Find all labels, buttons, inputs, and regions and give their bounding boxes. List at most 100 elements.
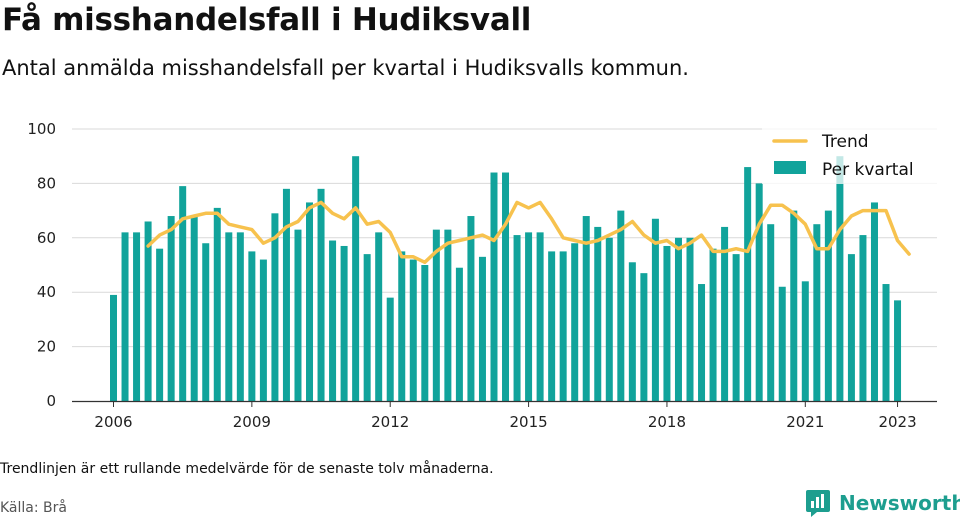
bar bbox=[559, 251, 567, 401]
bar bbox=[605, 237, 613, 401]
bar bbox=[894, 300, 902, 401]
bar bbox=[236, 232, 244, 401]
bar bbox=[110, 294, 117, 401]
x-tick-label: 2015 bbox=[509, 413, 547, 431]
bar bbox=[801, 281, 809, 401]
chart-subtitle: Antal anmälda misshandelsfall per kvarta… bbox=[2, 56, 689, 80]
bar bbox=[478, 256, 486, 401]
x-tick-label: 2006 bbox=[94, 413, 132, 431]
bar bbox=[156, 248, 164, 401]
bar bbox=[306, 202, 314, 401]
bar bbox=[490, 172, 498, 401]
legend-bar-label: Per kvartal bbox=[822, 160, 914, 180]
bar bbox=[744, 167, 752, 401]
trend-line bbox=[146, 200, 911, 265]
bar bbox=[352, 156, 360, 401]
bar bbox=[329, 240, 337, 401]
bar bbox=[248, 251, 256, 401]
bar bbox=[571, 243, 579, 401]
bar bbox=[340, 245, 348, 401]
bar bbox=[294, 229, 302, 401]
bar bbox=[375, 232, 383, 401]
bar bbox=[432, 229, 440, 401]
bar bbox=[513, 235, 521, 401]
bar bbox=[536, 232, 544, 401]
bar bbox=[709, 248, 717, 401]
bar bbox=[732, 254, 740, 401]
bar bbox=[594, 226, 602, 401]
x-axis-ticks: 2006 2009 2012 2015 2018 2021 2023 bbox=[94, 401, 917, 431]
bar bbox=[755, 183, 763, 401]
x-tick-label: 2018 bbox=[648, 413, 686, 431]
bar bbox=[651, 218, 659, 401]
bar bbox=[582, 216, 590, 401]
bar bbox=[548, 251, 556, 401]
bar bbox=[698, 284, 706, 401]
y-tick-label: 20 bbox=[37, 338, 56, 356]
bar bbox=[282, 188, 290, 401]
brand-name: Newsworthy bbox=[839, 491, 960, 515]
bar bbox=[767, 224, 775, 401]
footnote: Trendlinjen är ett rullande medelvärde f… bbox=[0, 461, 494, 477]
x-tick-label: 2012 bbox=[371, 413, 409, 431]
bar bbox=[686, 237, 694, 401]
bar bbox=[444, 229, 452, 401]
legend-trend-label: Trend bbox=[821, 132, 869, 152]
x-tick-label: 2021 bbox=[786, 413, 824, 431]
bar bbox=[259, 259, 267, 401]
bar bbox=[133, 232, 141, 401]
bar bbox=[525, 232, 533, 401]
trend-series bbox=[146, 200, 911, 265]
bar bbox=[121, 232, 129, 401]
bar bbox=[467, 216, 475, 401]
bar bbox=[813, 224, 821, 401]
legend-bar-swatch bbox=[774, 161, 806, 174]
bar bbox=[674, 237, 682, 401]
bar bbox=[455, 267, 463, 401]
bar bbox=[213, 207, 221, 401]
bar bbox=[167, 216, 175, 401]
bar bbox=[778, 286, 786, 401]
y-axis-ticks: 0 20 40 60 80 100 bbox=[27, 120, 56, 410]
y-tick-label: 40 bbox=[37, 283, 56, 301]
bar bbox=[859, 235, 867, 401]
bar bbox=[870, 202, 878, 401]
y-tick-label: 0 bbox=[46, 392, 56, 410]
bar bbox=[179, 186, 187, 401]
x-tick-label: 2023 bbox=[878, 413, 916, 431]
bar bbox=[271, 213, 279, 401]
chart-title: Få misshandelsfall i Hudiksvall bbox=[2, 2, 532, 38]
x-tick-label: 2009 bbox=[233, 413, 271, 431]
bar bbox=[617, 210, 625, 401]
bar bbox=[847, 254, 855, 401]
legend: Trend Per kvartal bbox=[762, 128, 938, 184]
bar bbox=[144, 221, 152, 401]
legend-background bbox=[762, 128, 938, 184]
bar bbox=[363, 254, 371, 401]
bar bbox=[202, 243, 210, 401]
y-tick-label: 80 bbox=[37, 174, 56, 192]
bar bbox=[628, 262, 636, 401]
bar bbox=[398, 251, 406, 401]
bar bbox=[225, 232, 233, 401]
bar bbox=[640, 273, 648, 401]
source-text: Källa: Brå bbox=[0, 500, 67, 516]
bar bbox=[721, 226, 729, 401]
y-tick-label: 100 bbox=[27, 120, 56, 138]
bar bbox=[409, 259, 417, 401]
bar bbox=[882, 284, 890, 401]
chart: 0 20 40 60 80 100 2006 2009 2012 2015 2018 2021 202… bbox=[27, 120, 938, 431]
bar bbox=[663, 245, 671, 401]
y-tick-label: 60 bbox=[37, 229, 56, 247]
newsworthy-icon bbox=[806, 490, 830, 517]
bar bbox=[790, 210, 798, 401]
bar bbox=[502, 172, 510, 401]
brand-logo: Newsworthy bbox=[805, 488, 960, 518]
bar-series bbox=[110, 156, 902, 401]
bar bbox=[421, 265, 429, 401]
bar bbox=[386, 297, 394, 401]
bar bbox=[824, 210, 832, 401]
bar bbox=[836, 156, 844, 401]
bar bbox=[190, 216, 198, 401]
bar bbox=[317, 188, 325, 401]
